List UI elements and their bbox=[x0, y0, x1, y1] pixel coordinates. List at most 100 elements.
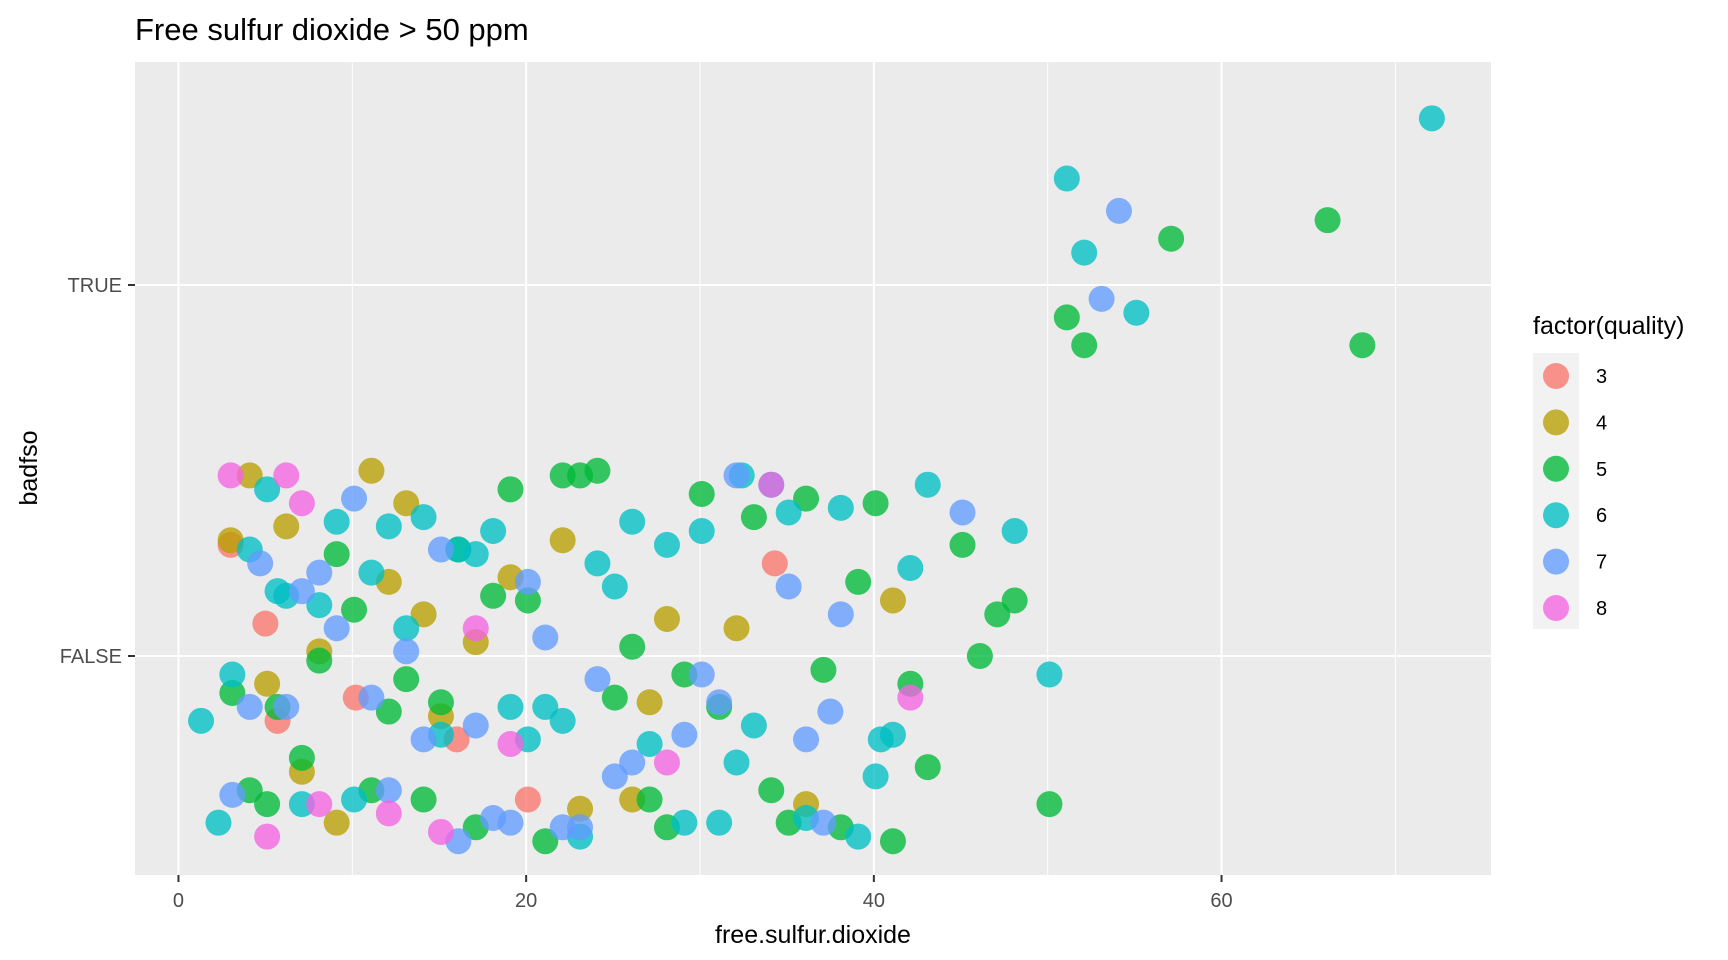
data-point bbox=[810, 656, 837, 683]
legend-key-8 bbox=[1543, 595, 1569, 621]
data-point bbox=[375, 698, 402, 725]
data-point bbox=[427, 689, 454, 716]
data-point bbox=[273, 693, 300, 720]
legend-key-5 bbox=[1543, 455, 1569, 482]
data-point bbox=[688, 480, 715, 507]
data-point bbox=[584, 550, 611, 577]
data-point bbox=[480, 517, 507, 544]
data-point bbox=[323, 809, 350, 836]
data-point bbox=[532, 828, 559, 855]
data-point bbox=[1053, 165, 1080, 192]
data-point bbox=[323, 508, 350, 535]
data-point bbox=[601, 763, 628, 790]
legend-key-6 bbox=[1543, 502, 1569, 529]
data-point bbox=[1418, 105, 1445, 132]
data-point bbox=[219, 680, 246, 707]
data-point bbox=[323, 615, 350, 642]
data-point bbox=[393, 666, 420, 693]
data-point bbox=[827, 494, 854, 521]
data-point bbox=[462, 615, 489, 642]
data-point bbox=[254, 823, 281, 850]
data-point bbox=[879, 828, 906, 855]
data-point bbox=[1105, 197, 1132, 224]
data-point bbox=[410, 601, 437, 628]
legend: factor(quality) 3 4 5 6 7 8 bbox=[1533, 312, 1684, 629]
x-tick-label: 40 bbox=[863, 890, 885, 912]
data-point bbox=[306, 559, 333, 586]
data-point bbox=[1158, 225, 1185, 252]
data-point bbox=[1071, 239, 1098, 266]
data-point bbox=[410, 504, 437, 531]
data-point bbox=[247, 550, 274, 577]
legend-title: factor(quality) bbox=[1533, 312, 1684, 340]
data-point bbox=[497, 693, 524, 720]
data-point bbox=[236, 462, 263, 489]
data-point bbox=[188, 707, 215, 734]
data-point bbox=[254, 791, 281, 818]
data-point bbox=[775, 499, 802, 526]
data-point bbox=[236, 693, 263, 720]
data-point bbox=[879, 721, 906, 748]
data-point bbox=[1036, 791, 1063, 818]
plot-panel bbox=[135, 62, 1491, 875]
data-point bbox=[949, 499, 976, 526]
data-point bbox=[897, 555, 924, 582]
data-point bbox=[1071, 332, 1098, 359]
y-axis-label: badfso bbox=[15, 430, 43, 505]
data-point bbox=[723, 749, 750, 776]
data-point bbox=[252, 610, 279, 637]
data-point bbox=[514, 786, 541, 813]
data-point bbox=[723, 462, 750, 489]
data-point bbox=[273, 462, 300, 489]
legend-key-4 bbox=[1543, 409, 1569, 436]
y-tick-label: FALSE bbox=[60, 646, 122, 668]
data-point bbox=[1036, 661, 1063, 688]
data-point bbox=[532, 693, 559, 720]
data-point bbox=[653, 605, 680, 632]
data-point bbox=[393, 615, 420, 642]
data-point bbox=[567, 814, 594, 841]
data-point bbox=[205, 809, 232, 836]
data-point bbox=[1001, 517, 1028, 544]
data-point bbox=[862, 763, 889, 790]
data-point bbox=[793, 485, 820, 512]
y-tick-label: TRUE bbox=[68, 275, 122, 297]
data-point bbox=[636, 689, 663, 716]
data-point bbox=[288, 744, 315, 771]
data-point bbox=[601, 573, 628, 600]
data-point bbox=[1314, 207, 1341, 234]
chart-title: Free sulfur dioxide > 50 ppm bbox=[135, 12, 529, 47]
data-point bbox=[393, 638, 420, 665]
data-points bbox=[188, 105, 1445, 855]
data-point bbox=[323, 541, 350, 568]
legend-label-5: 5 bbox=[1596, 459, 1607, 481]
data-point bbox=[567, 795, 594, 822]
data-point bbox=[375, 800, 402, 827]
data-point bbox=[761, 550, 788, 577]
legend-key-3 bbox=[1543, 363, 1569, 389]
data-point bbox=[845, 823, 872, 850]
x-tick-label: 20 bbox=[515, 890, 537, 912]
data-point bbox=[375, 513, 402, 540]
data-point bbox=[410, 786, 437, 813]
data-point bbox=[984, 601, 1011, 628]
data-point bbox=[914, 754, 941, 781]
data-point bbox=[358, 684, 385, 711]
data-point bbox=[793, 726, 820, 753]
data-point bbox=[514, 587, 541, 614]
legend-key-background bbox=[1533, 353, 1579, 629]
data-point bbox=[480, 582, 507, 609]
data-point bbox=[636, 730, 663, 757]
data-point bbox=[427, 536, 454, 563]
data-point bbox=[723, 615, 750, 642]
data-point bbox=[497, 809, 524, 836]
data-point bbox=[393, 490, 420, 517]
data-point bbox=[775, 573, 802, 600]
x-tick-label: 0 bbox=[173, 890, 184, 912]
legend-label-4: 4 bbox=[1596, 412, 1607, 434]
data-point bbox=[217, 462, 244, 489]
data-point bbox=[219, 661, 246, 688]
data-point bbox=[601, 684, 628, 711]
data-point bbox=[966, 643, 993, 669]
data-point bbox=[827, 601, 854, 628]
